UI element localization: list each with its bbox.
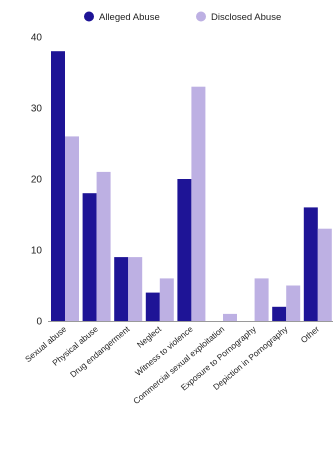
bar-disclosed-abuse-other xyxy=(317,228,332,321)
bar-alleged-abuse-drug-endangerment xyxy=(114,257,129,321)
bar-disclosed-abuse-sexual-abuse xyxy=(65,136,79,321)
bar-disclosed-abuse-witness-to-violence xyxy=(191,86,206,321)
y-tick-label-30: 30 xyxy=(31,104,43,115)
bar-alleged-abuse-neglect xyxy=(145,292,160,321)
bar-alleged-abuse-witness-to-violence xyxy=(177,179,192,321)
legend-label-disclosed-abuse: Disclosed Abuse xyxy=(211,12,281,23)
y-axis: 0 10 20 30 40 xyxy=(31,33,43,328)
legend-label-alleged-abuse: Alleged Abuse xyxy=(99,12,160,23)
bar-disclosed-abuse-depiction-in-pornography xyxy=(286,285,301,321)
y-tick-label-40: 40 xyxy=(31,33,43,44)
bar-alleged-abuse-sexual-abuse xyxy=(51,51,65,321)
bars-group xyxy=(51,51,332,321)
y-tick-label-20: 20 xyxy=(31,175,43,186)
bar-alleged-abuse-other xyxy=(303,207,318,321)
bar-disclosed-abuse-drug-endangerment xyxy=(128,257,143,321)
bar-disclosed-abuse-neglect xyxy=(159,278,174,321)
legend-swatch-alleged-abuse xyxy=(84,11,94,22)
bar-disclosed-abuse-commercial-sexual-exploitation xyxy=(223,313,237,321)
y-tick-label-10: 10 xyxy=(31,246,43,257)
bar-disclosed-abuse-exposure-to-pornography xyxy=(254,278,269,321)
legend: Alleged Abuse Disclosed Abuse xyxy=(84,11,281,23)
bar-disclosed-abuse-physical-abuse xyxy=(96,171,111,321)
bar-alleged-abuse-physical-abuse xyxy=(82,193,97,321)
y-tick-label-0: 0 xyxy=(36,317,42,328)
bar-alleged-abuse-depiction-in-pornography xyxy=(272,306,287,321)
legend-swatch-disclosed-abuse xyxy=(196,11,206,22)
